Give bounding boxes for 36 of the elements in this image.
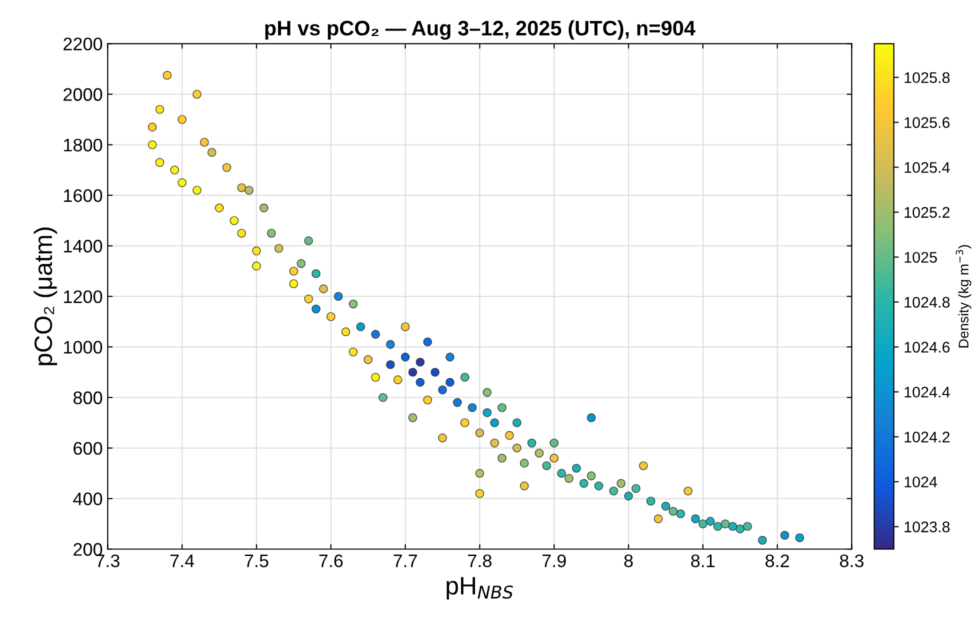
y-tick-label: 1800 [64,138,102,152]
y-tick-label: 200 [74,543,102,556]
y-tick-label: 600 [74,442,102,455]
chart-title: pH vs pCO₂ — Aug 3–12, 2025 (UTC), n=904 [265,20,696,40]
y-tick-label: 2200 [64,38,102,50]
x-tick-label: 7.9 [542,554,566,568]
x-tick-label: 8.1 [691,554,715,568]
color-bar-label: 1025.2 [904,207,950,218]
y-tick-label: 1600 [64,189,102,202]
x-axis-title: pH$_{NBS}$ [446,577,513,600]
x-tick-label: 7.5 [244,554,268,568]
color-bar-label: 1024.8 [904,296,950,308]
color-bar-label: 1024.4 [904,386,950,398]
y-tick-label: 2000 [64,88,102,101]
color-bar-label: 1024.2 [904,432,950,442]
color-bar-title: Density (kg m$^{−3}$) [956,245,972,348]
x-tick-label: 8.3 [840,554,864,568]
color-bar-label: 1025.4 [904,162,950,173]
x-tick-label: 7.6 [319,554,343,568]
y-tick-label: 800 [73,391,102,404]
y-tick-label: 1400 [64,240,102,253]
y-tick-label: 400 [73,492,102,506]
y-axis-title: pCO₂ (μatm) [34,228,58,366]
color-bar-label: 1025.8 [904,72,950,84]
color-bar-label: 1025 [904,252,937,263]
x-tick-label: 7.8 [468,554,492,568]
y-tick-label: 1000 [64,340,102,354]
color-bar-label: 1024 [904,476,938,488]
y-tick-label: 1200 [64,290,102,304]
x-tick-label: 8 [624,554,633,568]
color-bar-label: 1025.6 [904,117,950,128]
x-tick-label: 7.4 [170,554,194,568]
x-tick-label: 8.2 [766,554,789,568]
color-bar-label: 1023.8 [904,522,950,532]
color-bar-label: 1024.6 [904,342,950,353]
x-tick-label: 7.7 [394,554,417,568]
